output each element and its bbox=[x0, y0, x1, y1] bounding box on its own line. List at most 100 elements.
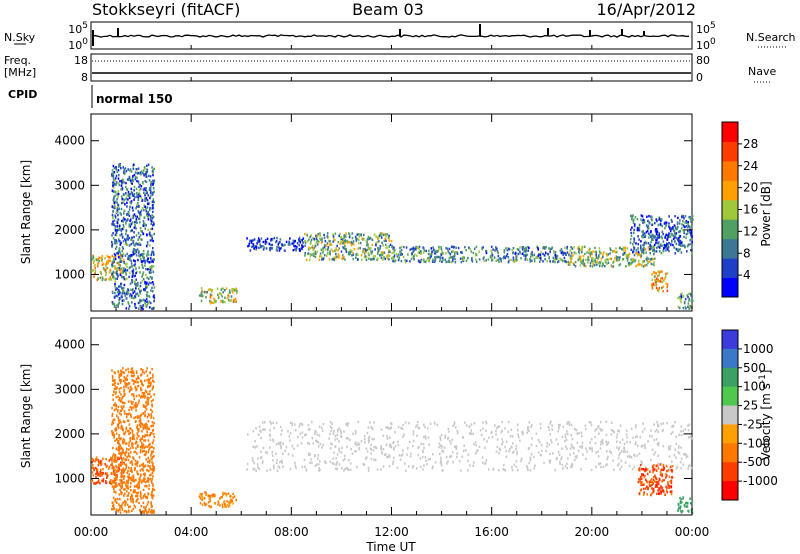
data-cell bbox=[640, 254, 643, 257]
data-cell bbox=[140, 444, 143, 447]
data-cell bbox=[111, 240, 113, 244]
data-cell bbox=[572, 262, 575, 265]
data-cell bbox=[475, 253, 478, 257]
data-cell bbox=[143, 439, 145, 442]
data-cell bbox=[137, 258, 139, 262]
data-cell bbox=[148, 470, 150, 473]
data-cell bbox=[530, 425, 532, 428]
data-cell bbox=[437, 250, 439, 253]
data-cell bbox=[342, 246, 344, 249]
data-cell bbox=[272, 459, 274, 462]
data-cell bbox=[321, 446, 323, 449]
data-cell bbox=[132, 179, 134, 183]
data-cell bbox=[627, 262, 630, 265]
data-cell bbox=[326, 232, 329, 235]
data-cell bbox=[153, 286, 156, 289]
data-cell bbox=[114, 247, 117, 250]
data-cell bbox=[126, 503, 129, 506]
data-cell bbox=[687, 244, 689, 247]
data-cell bbox=[670, 490, 673, 493]
data-cell bbox=[111, 482, 113, 485]
data-cell bbox=[658, 287, 661, 290]
data-cell bbox=[630, 214, 632, 218]
data-cell bbox=[123, 470, 125, 473]
data-cell bbox=[661, 270, 663, 273]
data-cell bbox=[140, 421, 142, 425]
data-cell bbox=[117, 238, 120, 241]
data-cell bbox=[117, 408, 119, 412]
data-cell bbox=[275, 248, 278, 251]
data-cell bbox=[666, 272, 669, 275]
data-cell bbox=[409, 260, 411, 263]
data-cell bbox=[111, 383, 114, 386]
data-cell bbox=[120, 453, 123, 456]
data-cell bbox=[148, 382, 150, 385]
data-cell bbox=[135, 278, 137, 281]
data-cell bbox=[151, 307, 153, 310]
data-cell bbox=[320, 248, 323, 251]
data-cell bbox=[581, 441, 584, 444]
data-cell bbox=[131, 194, 134, 197]
data-cell bbox=[127, 289, 130, 292]
data-cell bbox=[142, 304, 144, 307]
data-cell bbox=[102, 468, 104, 471]
data-cell bbox=[143, 506, 145, 509]
data-cell bbox=[392, 441, 394, 445]
data-cell bbox=[619, 246, 621, 250]
data-cell bbox=[144, 289, 146, 292]
data-cell bbox=[402, 435, 404, 438]
data-cell bbox=[152, 198, 155, 201]
data-cell bbox=[111, 243, 114, 246]
data-cell bbox=[600, 465, 602, 469]
data-cell bbox=[111, 254, 114, 258]
data-cell bbox=[125, 458, 128, 461]
data-cell bbox=[331, 422, 333, 425]
data-cell bbox=[219, 292, 221, 295]
data-cell bbox=[119, 454, 122, 458]
data-cell bbox=[365, 240, 368, 243]
data-cell bbox=[144, 299, 146, 302]
data-cell bbox=[145, 370, 147, 373]
data-cell bbox=[537, 451, 540, 454]
data-cell bbox=[117, 252, 119, 255]
data-cell bbox=[309, 247, 312, 250]
data-cell bbox=[144, 304, 147, 307]
data-cell bbox=[228, 291, 231, 294]
data-cell bbox=[682, 244, 685, 247]
data-cell bbox=[348, 459, 350, 462]
data-cell bbox=[589, 447, 591, 451]
data-cell bbox=[112, 418, 115, 422]
data-cell bbox=[496, 445, 499, 448]
data-cell bbox=[400, 248, 403, 252]
data-cell bbox=[630, 218, 633, 221]
data-cell bbox=[573, 263, 575, 266]
data-cell bbox=[121, 484, 124, 487]
data-cell bbox=[111, 412, 114, 416]
data-cell bbox=[638, 252, 640, 255]
data-cell bbox=[120, 456, 122, 460]
data-cell bbox=[123, 401, 126, 405]
data-cell bbox=[441, 250, 443, 253]
data-cell bbox=[389, 443, 392, 447]
data-cell bbox=[679, 230, 681, 233]
data-cell bbox=[661, 237, 664, 240]
data-cell bbox=[422, 442, 425, 446]
data-cell bbox=[92, 269, 94, 272]
data-cell bbox=[228, 501, 230, 504]
data-cell bbox=[142, 220, 145, 223]
data-cell bbox=[394, 259, 397, 262]
data-cell bbox=[150, 511, 153, 514]
data-cell bbox=[262, 240, 265, 244]
data-cell bbox=[120, 370, 123, 374]
data-cell bbox=[393, 254, 396, 257]
data-cell bbox=[346, 424, 349, 427]
data-cell bbox=[133, 252, 135, 256]
data-cell bbox=[232, 291, 234, 294]
data-cell bbox=[403, 433, 405, 436]
data-cell bbox=[120, 213, 122, 216]
data-cell bbox=[512, 251, 515, 254]
data-cell bbox=[152, 432, 155, 436]
data-cell bbox=[632, 260, 634, 264]
y-tick-label: 3000 bbox=[54, 382, 85, 396]
data-cell bbox=[620, 450, 623, 453]
